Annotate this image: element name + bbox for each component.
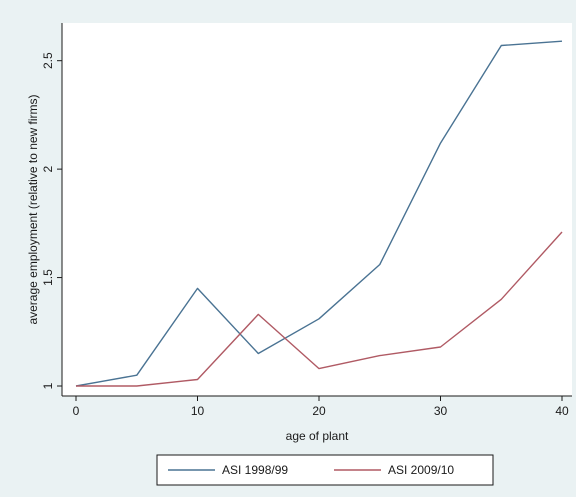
- y-tick-label: 2: [41, 165, 55, 172]
- x-tick-label: 30: [434, 404, 448, 418]
- y-tick-label: 1: [41, 382, 55, 389]
- series-line-1: [75, 40, 563, 387]
- legend-label-1: ASI 1998/99: [222, 463, 288, 477]
- series-lines: [75, 40, 563, 387]
- x-axis-title: age of plant: [286, 429, 349, 443]
- x-tick-label: 20: [312, 404, 326, 418]
- y-tick-label: 2.5: [41, 52, 55, 69]
- legend: ASI 1998/99 ASI 2009/10: [156, 454, 494, 486]
- axes: 0 10 20 30 40 1 1.5 2 2.5: [41, 23, 572, 418]
- plot-area: [62, 23, 572, 396]
- x-tick-label: 10: [191, 404, 205, 418]
- x-tick-label: 40: [555, 404, 569, 418]
- series-line-2: [76, 231, 563, 387]
- x-tick-label: 0: [73, 404, 80, 418]
- legend-label-2: ASI 2009/10: [388, 463, 454, 477]
- y-tick-label: 1.5: [41, 269, 55, 286]
- y-axis-title: average employment (relative to new firm…: [26, 94, 40, 324]
